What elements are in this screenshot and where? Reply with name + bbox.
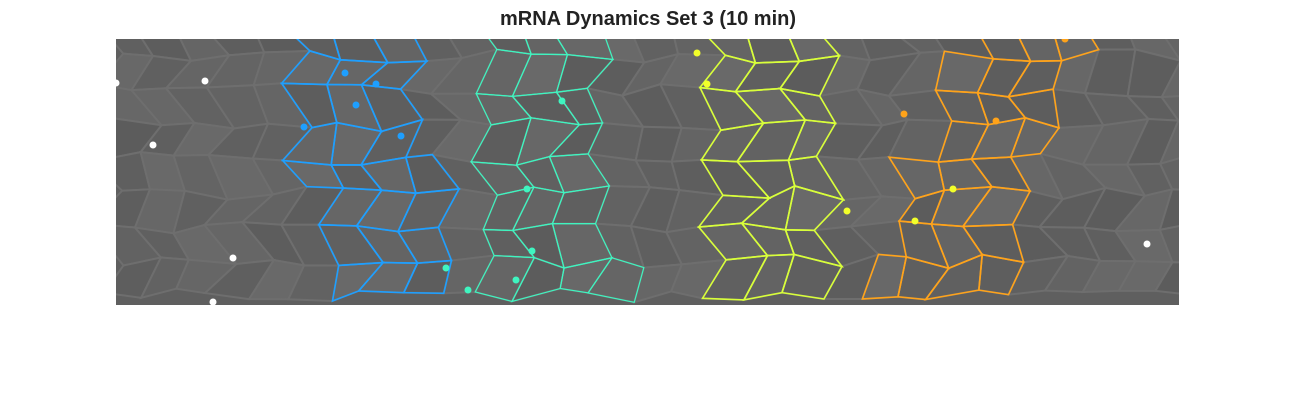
cell [1160,61,1179,99]
mrna-spot [528,247,536,255]
mrna-spot [209,298,217,305]
mrna-spot [558,97,566,105]
mrna-spot [341,69,349,77]
mrna-spot [949,185,957,193]
microscopy-image [116,39,1179,305]
mrna-spot [512,276,520,284]
cell [1130,39,1179,62]
mrna-spot [900,110,908,118]
mrna-spot [523,185,531,193]
figure-title: mRNA Dynamics Set 3 (10 min) [499,8,796,30]
mrna-spot [464,286,472,294]
mrna-spots [116,39,1151,305]
mrna-spot [300,123,308,131]
orange-band-cell-outline [977,253,1025,296]
mrna-spot [149,141,157,149]
cell [1158,188,1179,232]
cell [1158,225,1179,264]
cell [1159,95,1179,122]
mrna-spot [693,49,701,57]
mrna-spot [911,217,919,225]
cell [1158,119,1179,166]
mrna-spot [116,79,120,87]
orange-band-cell-outline [1054,39,1100,62]
yellow-band-cell-outline [780,253,844,300]
blue-band-cell-outline [402,259,453,295]
mrna-spot [397,132,405,140]
mrna-spot [843,207,851,215]
cyan-band-cell-outline [587,257,645,303]
orange-band-cell-outline [1009,116,1061,159]
mrna-spot [229,254,237,262]
mrna-spot [992,117,1000,125]
cell [1164,39,1179,61]
mrna-spot [352,101,360,109]
mrna-spot [201,77,209,85]
background-cell-mesh [116,39,1179,304]
mrna-spot [1143,240,1151,248]
cell [1158,157,1179,191]
highlighted-cell-bands [279,39,1100,303]
mrna-spot [1061,39,1069,43]
mrna-spot [372,80,380,88]
mrna-spot [442,264,450,272]
cell [1153,261,1179,295]
mrna-spot [703,80,711,88]
